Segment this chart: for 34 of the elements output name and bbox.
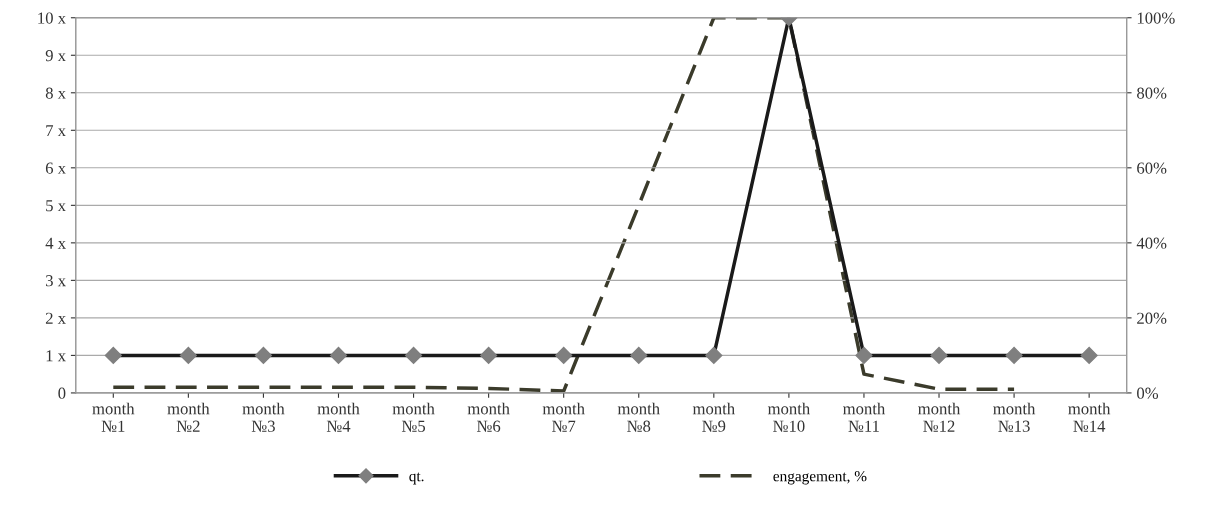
legend-label: qt. (409, 472, 424, 485)
x-tick-label: month №2 (167, 402, 210, 432)
y-tick-label: 3 x (46, 275, 66, 287)
x-tick-label: month №11 (843, 402, 886, 432)
y-tick-label: 0 (58, 387, 66, 399)
y-tick-label: 9 x (45, 50, 66, 62)
x-tick-label: month №8 (617, 402, 660, 432)
y-tick-label: 5 x (46, 200, 66, 212)
x-tick-label: month №12 (918, 402, 961, 432)
x-tick-label: month №7 (542, 402, 585, 432)
y2-tick-label: 20% (1137, 312, 1167, 324)
y-tick-label: 1 x (46, 350, 66, 362)
x-tick-label: month №10 (767, 402, 810, 432)
y2-tick-label: 0% (1137, 387, 1159, 399)
x-tick-label: month №1 (92, 402, 135, 432)
x-tick-label: month №6 (467, 402, 510, 432)
line-series (111, 17, 1016, 393)
legend-label: engagement, % (773, 470, 867, 485)
y-tick-label: 10 x (38, 12, 66, 24)
y-tick-label: 2 x (45, 312, 66, 324)
y-tick-label: 4 x (45, 237, 66, 249)
x-tick-label: month №4 (317, 402, 360, 432)
y-tick-label: 8 x (45, 87, 66, 99)
x-tick-label: month №9 (692, 402, 735, 432)
x-tick-label: month №13 (993, 402, 1036, 432)
y2-tick-label: 100% (1137, 12, 1175, 24)
y-tick-label: 6 x (45, 162, 66, 174)
x-tick-label: month №3 (242, 402, 285, 432)
y2-tick-label: 80% (1137, 87, 1167, 99)
x-tick-label: month №14 (1068, 402, 1111, 432)
y2-tick-label: 60% (1137, 162, 1167, 174)
y-tick-label: 7 x (46, 125, 66, 137)
y2-tick-label: 40% (1136, 237, 1167, 249)
x-tick-label: month №5 (392, 402, 435, 432)
